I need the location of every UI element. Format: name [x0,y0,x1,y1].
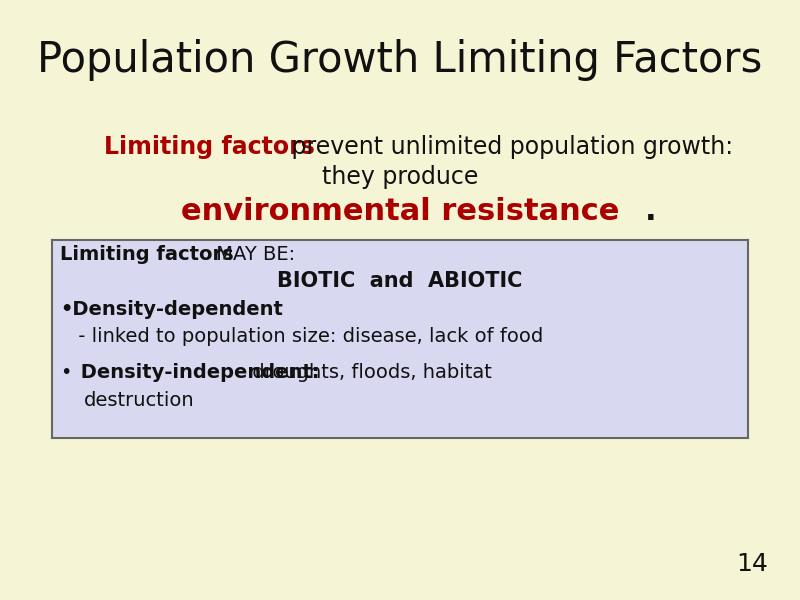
Text: Population Growth Limiting Factors: Population Growth Limiting Factors [38,39,762,81]
Text: Limiting factors: Limiting factors [60,245,234,264]
Text: .: . [645,197,657,226]
Text: Limiting factors: Limiting factors [104,135,315,159]
Text: environmental resistance: environmental resistance [181,197,619,226]
Text: - linked to population size: disease, lack of food: - linked to population size: disease, la… [72,327,543,346]
Text: droughts, floods, habitat: droughts, floods, habitat [246,363,491,382]
Text: they produce: they produce [322,165,478,189]
Text: •Density-dependent: •Density-dependent [60,300,283,319]
Text: BIOTIC  and  ABIOTIC: BIOTIC and ABIOTIC [278,271,522,291]
Text: 14: 14 [736,552,768,576]
Text: MAY BE:: MAY BE: [210,245,295,264]
Text: •: • [60,363,71,382]
Text: destruction: destruction [84,391,194,410]
Text: Density-independent:: Density-independent: [74,363,319,382]
Text: prevent unlimited population growth:: prevent unlimited population growth: [284,135,733,159]
